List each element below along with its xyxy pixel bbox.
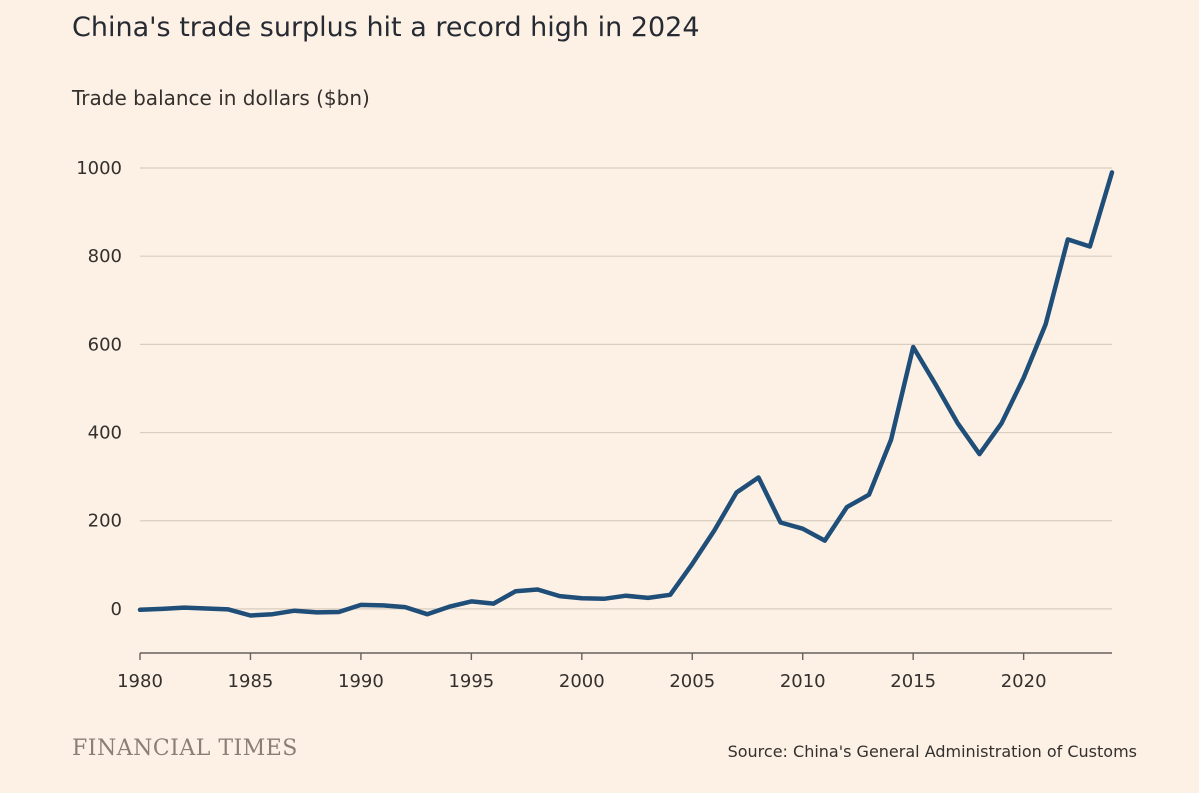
x-tick-label-1980: 1980 xyxy=(117,671,163,692)
x-tick-label-2000: 2000 xyxy=(559,671,605,692)
y-tick-labels: 0 200 400 600 800 1000 xyxy=(76,158,122,620)
x-tick-label-1990: 1990 xyxy=(338,671,384,692)
y-tick-label-600: 600 xyxy=(88,334,122,355)
x-tick-label-2005: 2005 xyxy=(669,671,715,692)
x-tick-label-1995: 1995 xyxy=(448,671,494,692)
x-axis: 1980 1985 1990 1995 2000 2005 2010 2015 2020 xyxy=(117,652,1112,692)
chart-title: China's trade surplus hit a record high … xyxy=(72,12,700,43)
y-tick-label-800: 800 xyxy=(88,246,122,267)
y-tick-label-400: 400 xyxy=(88,423,122,444)
y-axis-label: Trade balance in dollars ($bn) xyxy=(72,86,370,110)
gridlines xyxy=(140,167,1112,610)
source-note: Source: China's General Administration o… xyxy=(727,742,1137,761)
x-tick-label-2020: 2020 xyxy=(1001,671,1047,692)
y-tick-label-200: 200 xyxy=(88,511,122,532)
series-line-0 xyxy=(137,170,1115,618)
x-tick-label-2010: 2010 xyxy=(780,671,826,692)
brand-logo: FINANCIAL TIMES xyxy=(72,736,298,761)
x-tick-label-1985: 1985 xyxy=(228,671,274,692)
series-layer xyxy=(137,170,1115,618)
y-tick-label-1000: 1000 xyxy=(76,158,122,179)
y-tick-label-0: 0 xyxy=(111,599,122,620)
x-tick-label-2015: 2015 xyxy=(890,671,936,692)
